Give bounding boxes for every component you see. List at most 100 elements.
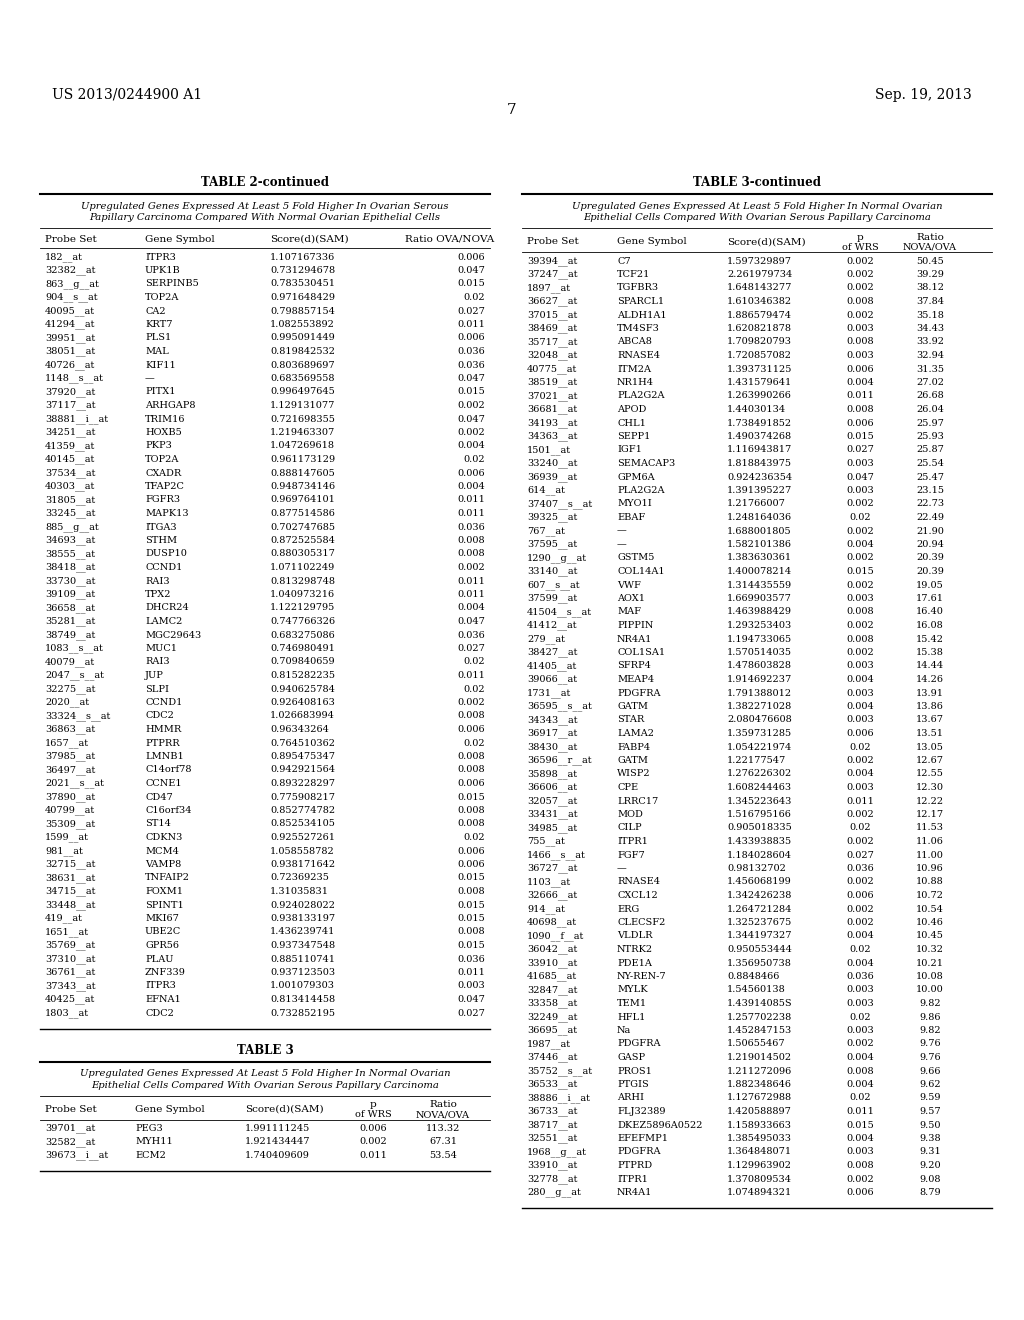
Text: ARHGAP8: ARHGAP8 bbox=[145, 401, 196, 411]
Text: 0.004: 0.004 bbox=[846, 1080, 873, 1089]
Text: 1.129963902: 1.129963902 bbox=[727, 1162, 792, 1170]
Text: TCF21: TCF21 bbox=[617, 271, 650, 279]
Text: 0.015: 0.015 bbox=[458, 941, 485, 950]
Text: MYH11: MYH11 bbox=[135, 1138, 173, 1147]
Text: 1.620821878: 1.620821878 bbox=[727, 323, 792, 333]
Text: 1.608244463: 1.608244463 bbox=[727, 783, 793, 792]
Text: Ratio: Ratio bbox=[429, 1100, 457, 1109]
Text: 34693__at: 34693__at bbox=[45, 536, 95, 545]
Text: 1.194733065: 1.194733065 bbox=[727, 635, 793, 644]
Text: Score(d)(SAM): Score(d)(SAM) bbox=[727, 238, 806, 247]
Text: PTGIS: PTGIS bbox=[617, 1080, 649, 1089]
Text: 33245__at: 33245__at bbox=[45, 508, 95, 519]
Text: TRIM16: TRIM16 bbox=[145, 414, 185, 424]
Text: 0.004: 0.004 bbox=[846, 540, 873, 549]
Text: 32.94: 32.94 bbox=[916, 351, 944, 360]
Text: 39673__i__at: 39673__i__at bbox=[45, 1151, 109, 1160]
Text: Ratio: Ratio bbox=[916, 232, 944, 242]
Text: ITM2A: ITM2A bbox=[617, 364, 651, 374]
Text: 0.893228297: 0.893228297 bbox=[270, 779, 335, 788]
Text: 10.45: 10.45 bbox=[916, 932, 944, 940]
Text: Sep. 19, 2013: Sep. 19, 2013 bbox=[876, 88, 972, 102]
Text: 35769__at: 35769__at bbox=[45, 941, 95, 950]
Text: 0.015: 0.015 bbox=[458, 874, 485, 883]
Text: 1.264721284: 1.264721284 bbox=[727, 904, 793, 913]
Text: 0.002: 0.002 bbox=[846, 620, 873, 630]
Text: 1.433938835: 1.433938835 bbox=[727, 837, 793, 846]
Text: 38430__at: 38430__at bbox=[527, 742, 578, 752]
Text: 37.84: 37.84 bbox=[916, 297, 944, 306]
Text: 37534__at: 37534__at bbox=[45, 469, 95, 478]
Text: 0.02: 0.02 bbox=[849, 742, 870, 751]
Text: 1090__f__at: 1090__f__at bbox=[527, 931, 585, 941]
Text: 38427__at: 38427__at bbox=[527, 648, 578, 657]
Text: 1.478603828: 1.478603828 bbox=[727, 661, 792, 671]
Text: 0.011: 0.011 bbox=[457, 319, 485, 329]
Text: CXADR: CXADR bbox=[145, 469, 181, 478]
Text: 0.721698355: 0.721698355 bbox=[270, 414, 335, 424]
Text: 1651__at: 1651__at bbox=[45, 927, 89, 937]
Text: of WRS: of WRS bbox=[354, 1110, 391, 1119]
Text: 0.047: 0.047 bbox=[846, 473, 873, 482]
Text: 9.57: 9.57 bbox=[920, 1107, 941, 1115]
Text: 1657__at: 1657__at bbox=[45, 738, 89, 748]
Text: 1.263990266: 1.263990266 bbox=[727, 392, 792, 400]
Text: 0.008: 0.008 bbox=[846, 1067, 873, 1076]
Text: 0.819842532: 0.819842532 bbox=[270, 347, 335, 356]
Text: 0.002: 0.002 bbox=[846, 810, 873, 818]
Text: 12.17: 12.17 bbox=[915, 810, 944, 818]
Text: 9.76: 9.76 bbox=[920, 1040, 941, 1048]
Text: 914__at: 914__at bbox=[527, 904, 565, 913]
Text: Gene Symbol: Gene Symbol bbox=[617, 238, 687, 247]
Text: 0.895475347: 0.895475347 bbox=[270, 752, 335, 762]
Text: 33431__at: 33431__at bbox=[527, 809, 578, 820]
Text: PDGFRA: PDGFRA bbox=[617, 1147, 660, 1156]
Text: MUC1: MUC1 bbox=[145, 644, 177, 653]
Text: 0.004: 0.004 bbox=[846, 675, 873, 684]
Text: 40726__at: 40726__at bbox=[45, 360, 95, 370]
Text: 0.72369235: 0.72369235 bbox=[270, 874, 329, 883]
Text: RNASE4: RNASE4 bbox=[617, 878, 660, 887]
Text: 41359__at: 41359__at bbox=[45, 441, 95, 451]
Text: 41504__s__at: 41504__s__at bbox=[527, 607, 592, 616]
Text: 39951__at: 39951__at bbox=[45, 333, 95, 343]
Text: 36695__at: 36695__at bbox=[527, 1026, 578, 1035]
Text: 0.047: 0.047 bbox=[457, 414, 485, 424]
Text: PROS1: PROS1 bbox=[617, 1067, 652, 1076]
Text: DKEZ5896A0522: DKEZ5896A0522 bbox=[617, 1121, 702, 1130]
Text: 0.942921564: 0.942921564 bbox=[270, 766, 335, 775]
Text: 0.961173129: 0.961173129 bbox=[270, 455, 335, 465]
Text: 50.45: 50.45 bbox=[916, 256, 944, 265]
Text: 0.924028022: 0.924028022 bbox=[270, 900, 335, 909]
Text: ITGA3: ITGA3 bbox=[145, 523, 176, 532]
Text: Gene Symbol: Gene Symbol bbox=[145, 235, 215, 243]
Text: 0.004: 0.004 bbox=[846, 932, 873, 940]
Text: 9.59: 9.59 bbox=[920, 1093, 941, 1102]
Text: 33324__s__at: 33324__s__at bbox=[45, 711, 111, 721]
Text: —: — bbox=[145, 374, 155, 383]
Text: 22.49: 22.49 bbox=[916, 513, 944, 521]
Text: 0.008: 0.008 bbox=[458, 807, 485, 814]
Text: 25.93: 25.93 bbox=[916, 432, 944, 441]
Text: CCND1: CCND1 bbox=[145, 698, 182, 708]
Text: 1731__at: 1731__at bbox=[527, 688, 571, 698]
Text: 0.008: 0.008 bbox=[458, 928, 485, 936]
Text: 37446__at: 37446__at bbox=[527, 1052, 578, 1063]
Text: 20.39: 20.39 bbox=[916, 553, 944, 562]
Text: SFRP4: SFRP4 bbox=[617, 661, 651, 671]
Text: MYLK: MYLK bbox=[617, 986, 647, 994]
Text: 0.006: 0.006 bbox=[458, 725, 485, 734]
Text: 0.852774782: 0.852774782 bbox=[270, 807, 335, 814]
Text: 34251__at: 34251__at bbox=[45, 428, 95, 437]
Text: 0.027: 0.027 bbox=[846, 446, 873, 454]
Text: UPK1B: UPK1B bbox=[145, 267, 181, 275]
Text: 0.732852195: 0.732852195 bbox=[270, 1008, 335, 1018]
Text: 1.709820793: 1.709820793 bbox=[727, 338, 792, 346]
Text: —: — bbox=[617, 527, 627, 536]
Text: 0.015: 0.015 bbox=[458, 792, 485, 801]
Text: 32847__at: 32847__at bbox=[527, 985, 578, 995]
Text: 1.219014502: 1.219014502 bbox=[727, 1053, 793, 1063]
Text: 1.158933663: 1.158933663 bbox=[727, 1121, 792, 1130]
Text: Score(d)(SAM): Score(d)(SAM) bbox=[245, 1105, 324, 1114]
Text: 36863__at: 36863__at bbox=[45, 725, 95, 734]
